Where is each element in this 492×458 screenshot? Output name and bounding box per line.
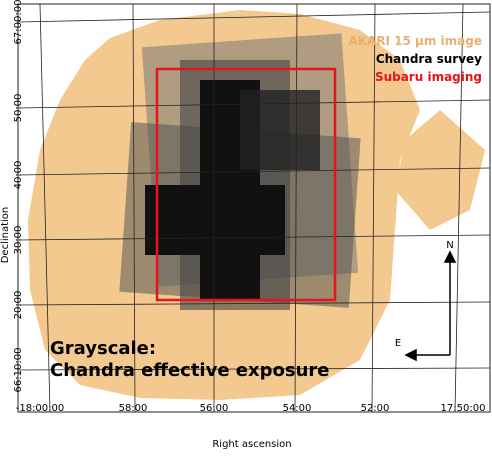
legend-akari: AKARI 15 μm image [348,34,482,48]
x-tick-label: 17:50:00 [441,403,486,414]
annotation-line: Grayscale: [50,338,156,359]
x-tick-label: 52:00 [361,403,390,414]
x-tick-label: -18:00:00 [16,403,65,414]
legend-chandra: Chandra survey [376,52,482,66]
figure: N E AKARI 15 μm image Chandra survey Sub… [0,0,492,454]
x-axis-label: Right ascension [212,439,291,450]
compass-east: E [395,338,401,349]
y-tick-label: 40:00 [13,161,24,190]
y-axis-label: Declination [0,207,11,264]
x-tick-label: 56:00 [200,403,229,414]
y-tick-label: 66:10:00 [13,348,24,393]
y-tick-label: 20:00 [13,291,24,320]
legend-subaru: Subaru imaging [375,70,482,84]
compass-north: N [446,240,453,251]
y-tick-label: 67:00:00 [13,0,24,44]
y-tick-label: 30:00 [13,226,24,255]
x-tick-label: 58:00 [119,403,148,414]
y-tick-label: 50:00 [13,94,24,123]
annotation-line: Chandra effective exposure [50,360,330,381]
x-tick-label: 54:00 [283,403,312,414]
